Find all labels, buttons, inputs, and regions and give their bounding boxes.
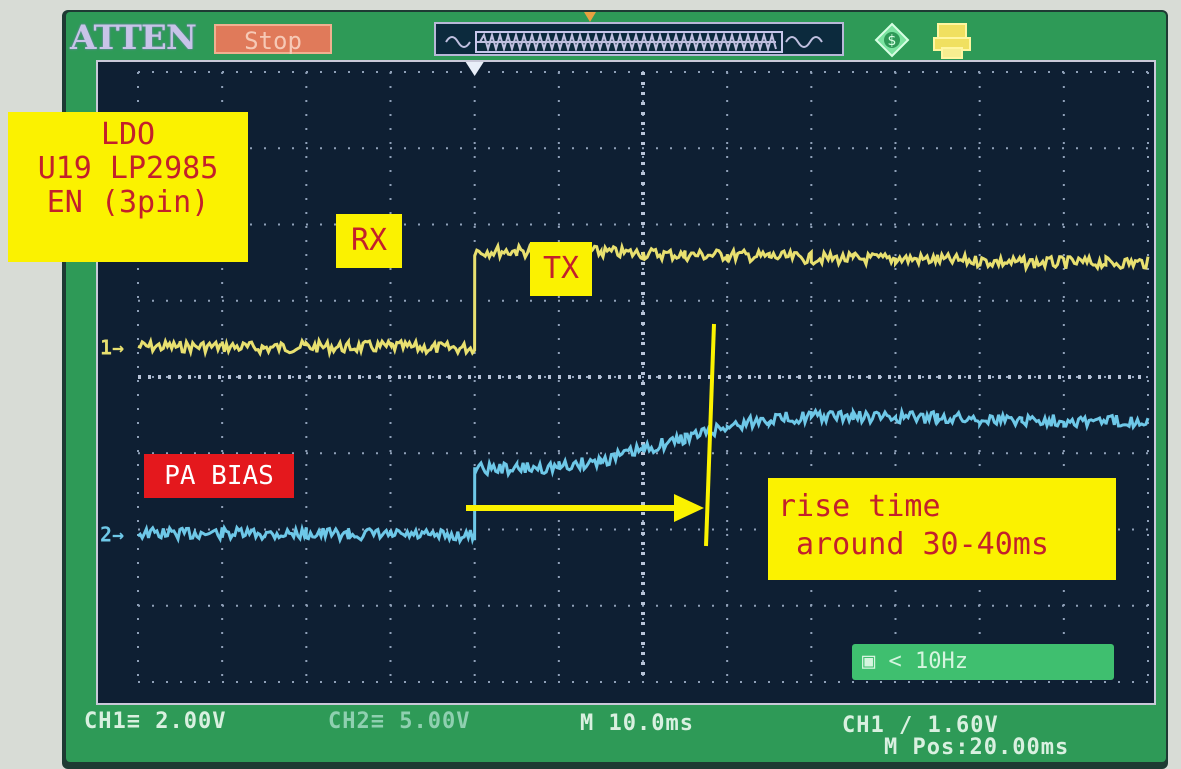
rise-time-annotation: rise time around 30-40ms — [768, 478, 1116, 580]
oscilloscope-plot: 1→ 2→ — [100, 62, 1150, 683]
brand-logo: ATTEN — [70, 18, 197, 58]
trigger-level-readout[interactable]: CH1 ∕ 1.60V — [842, 713, 999, 738]
trigger-time-arrow — [465, 62, 484, 76]
usb-status-icon: $ — [874, 22, 910, 58]
ch1-scale-readout[interactable]: CH1≡ 2.00V — [84, 709, 227, 734]
trigger-position-marker — [584, 12, 596, 22]
ch1-trace — [137, 241, 1150, 359]
status-bar: ATTEN Stop $ — [66, 12, 1166, 62]
memory-depth-bar — [434, 22, 844, 56]
rise-time-arrow-head — [674, 494, 704, 522]
run-stop-status[interactable]: Stop — [214, 24, 332, 55]
horizontal-position-readout[interactable]: M Pos:20.00ms — [884, 735, 1070, 760]
tx-annotation: TX — [530, 242, 592, 296]
ch2-scale-readout[interactable]: CH2≡ 5.00V — [328, 709, 471, 734]
memory-waveform-icon — [445, 31, 823, 53]
waveform-display[interactable]: 1→ 2→ — [96, 60, 1156, 705]
rx-annotation: RX — [336, 214, 402, 268]
scope-screen: ATTEN Stop $ 1→ 2→ ▣ < 10Hz CH1≡ 2.00V CH… — [66, 12, 1166, 762]
ch1-ground-marker: 1→ — [100, 336, 124, 360]
readout-bar: CH1≡ 2.00V CH2≡ 5.00V M 10.0ms CH1 ∕ 1.6… — [66, 705, 1166, 762]
timebase-readout[interactable]: M 10.0ms — [580, 711, 694, 736]
printer-icon — [933, 23, 971, 59]
ch2-ground-marker: 2→ — [100, 522, 124, 546]
ch2-trace — [136, 405, 1150, 546]
rise-time-end-marker — [704, 323, 716, 547]
svg-text:$: $ — [888, 33, 897, 49]
trigger-frequency-readout: ▣ < 10Hz — [852, 644, 1114, 680]
pa-bias-annotation: PA BIAS — [144, 454, 294, 498]
ldo-annotation: LDO U19 LP2985 EN (3pin) — [8, 112, 248, 262]
